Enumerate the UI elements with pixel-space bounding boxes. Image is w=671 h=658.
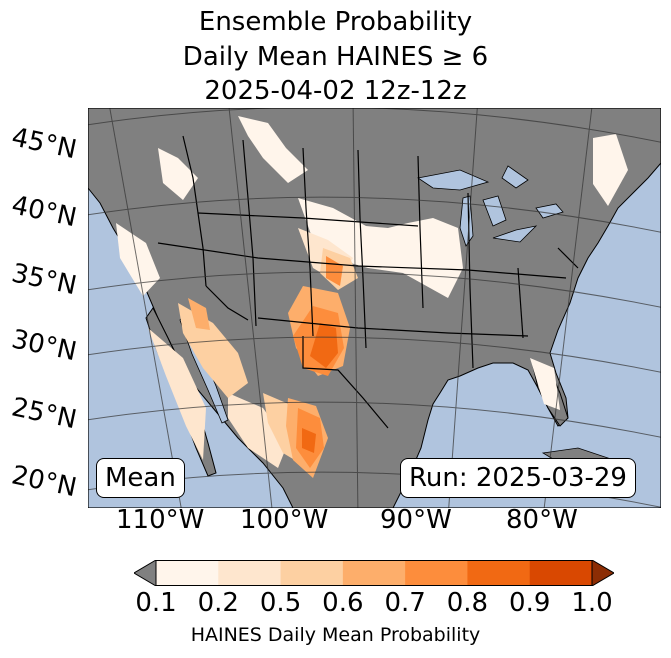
great-lakes (416, 165, 564, 247)
lon-label-110w: 110°W (116, 505, 205, 535)
colorbar-cell-6 (529, 560, 593, 586)
colorbar-under-arrow (134, 560, 157, 586)
title-line-3: 2025-04-02 12z-12z (204, 76, 467, 106)
colorbar-tick-5: 0.8 (446, 588, 489, 618)
colorbar-cell-1 (218, 560, 282, 586)
colorbar-cell-3 (342, 560, 406, 586)
lat-label-20n: 20°N (8, 460, 80, 504)
lat-label-40n: 40°N (8, 190, 80, 234)
colorbar-tick-1: 0.2 (197, 588, 239, 618)
colorbar-cell-5 (467, 560, 531, 586)
probability-map (88, 108, 661, 508)
colorbar-tick-4: 0.7 (384, 588, 426, 618)
title-line-2: Daily Mean HAINES ≥ 6 (182, 42, 489, 72)
colorbar-cell-0 (156, 560, 219, 586)
colorbar-over-arrow (591, 560, 614, 586)
lat-label-35n: 35°N (8, 258, 80, 302)
lat-label-30n: 30°N (8, 324, 80, 368)
colorbar-cell-2 (280, 560, 344, 586)
colorbar-tick-7: 1.0 (571, 588, 613, 618)
title-line-1: Ensemble Probability (198, 7, 473, 37)
colorbar-tick-0: 0.1 (135, 588, 177, 618)
lon-label-80w: 80°W (506, 505, 578, 535)
colorbar-cell-4 (405, 560, 468, 586)
colorbar-tick-6: 0.9 (509, 588, 551, 618)
colorbar-label: HAINES Daily Mean Probability (190, 624, 481, 646)
colorbar-tick-2: 0.5 (259, 588, 302, 618)
prob-0.8-areas (302, 323, 338, 453)
run-date-badge: Run: 2025-03-29 (400, 458, 636, 498)
mean-badge: Mean (96, 458, 185, 498)
lat-label-25n: 25°N (8, 392, 80, 436)
lon-label-100w: 100°W (240, 505, 329, 535)
lon-label-90w: 90°W (380, 505, 452, 535)
colorbar (134, 560, 614, 586)
colorbar-tick-3: 0.6 (322, 588, 364, 618)
lat-label-45n: 45°N (8, 122, 80, 166)
state-boundaries (157, 135, 579, 429)
